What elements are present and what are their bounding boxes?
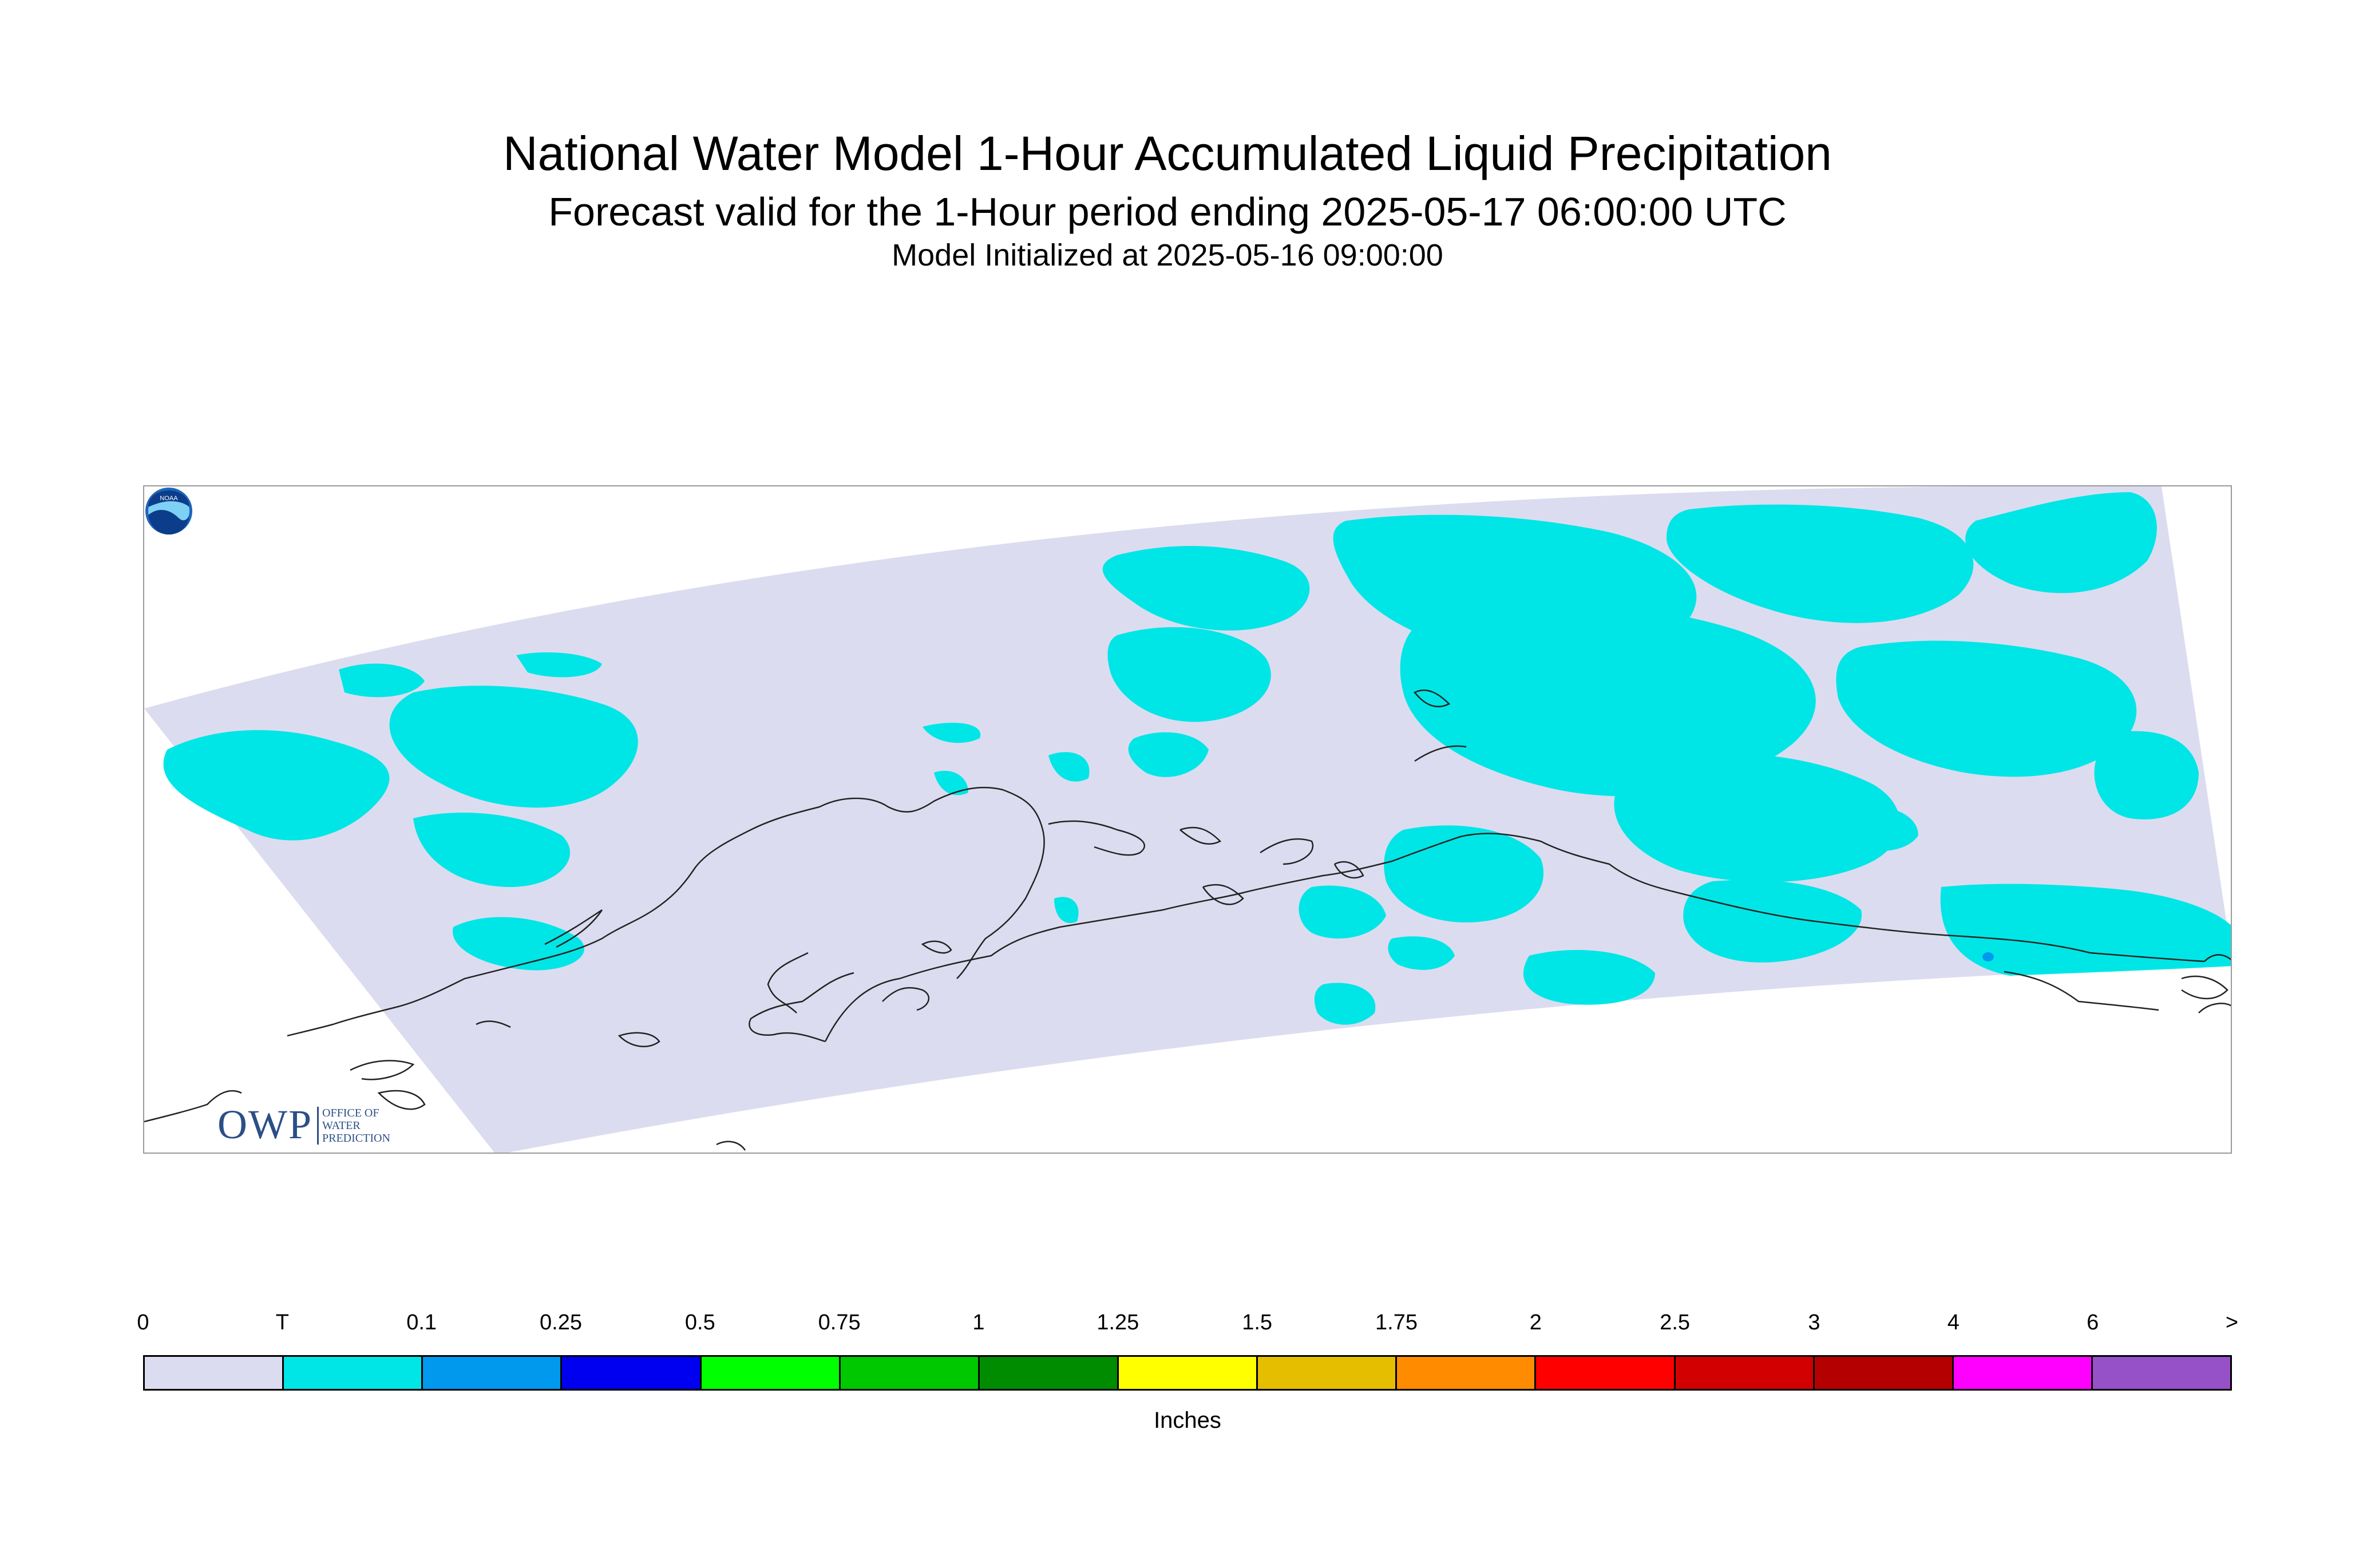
legend-tick-label: 0 [137, 1310, 149, 1335]
svg-text:NOAA: NOAA [160, 495, 178, 502]
legend-bin [423, 1357, 563, 1389]
legend-bin [840, 1357, 980, 1389]
owp-logo: OWP OFFICE OF WATER PREDICTION [217, 1104, 390, 1145]
legend-tick-label: 4 [1947, 1310, 1960, 1335]
trace-precip-areas [163, 492, 2231, 1025]
owp-logo-letters: OWP [217, 1102, 312, 1147]
legend-tick-label: 6 [2087, 1310, 2099, 1335]
legend-bin [1814, 1357, 1954, 1389]
legend-bin [145, 1357, 284, 1389]
legend-tick-label: 1.5 [1242, 1310, 1273, 1335]
legend-bin [562, 1357, 702, 1389]
legend-tick-label: T [275, 1310, 289, 1335]
precipitation-legend: 0 T 0.1 0.25 0.5 0.75 1 1.25 1.5 1.75 2 2.5 3 4 6 > [137, 1310, 2238, 1442]
precipitation-map: OWP OFFICE OF WATER PREDICTION NOAA [143, 485, 2232, 1154]
legend-tick-label: 2.5 [1660, 1310, 1691, 1335]
legend-tick-label: > [2225, 1310, 2239, 1335]
legend-color-bar [143, 1355, 2232, 1391]
legend-tick-label: 0.75 [818, 1310, 861, 1335]
model-init-line: Model Initialized at 2025-05-16 09:00:00 [892, 238, 1443, 272]
legend-tick-label: 0.25 [540, 1310, 582, 1335]
legend-units-label: Inches [1154, 1408, 1221, 1433]
legend-bin [1118, 1357, 1258, 1389]
legend-bin [1675, 1357, 1815, 1389]
legend-tick-label: 2 [1529, 1310, 1542, 1335]
owp-caption-line: WATER [322, 1119, 361, 1132]
map-canvas [144, 486, 2231, 1153]
legend-bin [1258, 1357, 1398, 1389]
noaa-logo-icon: NOAA [145, 488, 192, 534]
light-precip-spot [1982, 952, 1994, 961]
legend-bin [1397, 1357, 1537, 1389]
legend-bin [701, 1357, 841, 1389]
legend-bin [979, 1357, 1119, 1389]
map-title: National Water Model 1-Hour Accumulated … [502, 126, 1832, 180]
forecast-valid-subtitle: Forecast valid for the 1-Hour period end… [548, 189, 1787, 234]
legend-bin [1536, 1357, 1676, 1389]
legend-tick-label: 1 [972, 1310, 985, 1335]
owp-caption-line: OFFICE OF [322, 1107, 379, 1119]
legend-tick-label: 0.5 [684, 1310, 715, 1335]
legend-tick-label: 1.25 [1097, 1310, 1139, 1335]
legend-bin [2092, 1357, 2231, 1389]
coastlines [144, 689, 2231, 1151]
legend-tick-label: 3 [1808, 1310, 1820, 1335]
legend-bin [284, 1357, 423, 1389]
legend-tick-label: 0.1 [406, 1310, 437, 1335]
legend-bin [1953, 1357, 2093, 1389]
owp-logo-caption: OFFICE OF WATER PREDICTION [317, 1107, 390, 1145]
owp-caption-line: PREDICTION [322, 1132, 390, 1145]
legend-tick-label: 1.75 [1375, 1310, 1418, 1335]
